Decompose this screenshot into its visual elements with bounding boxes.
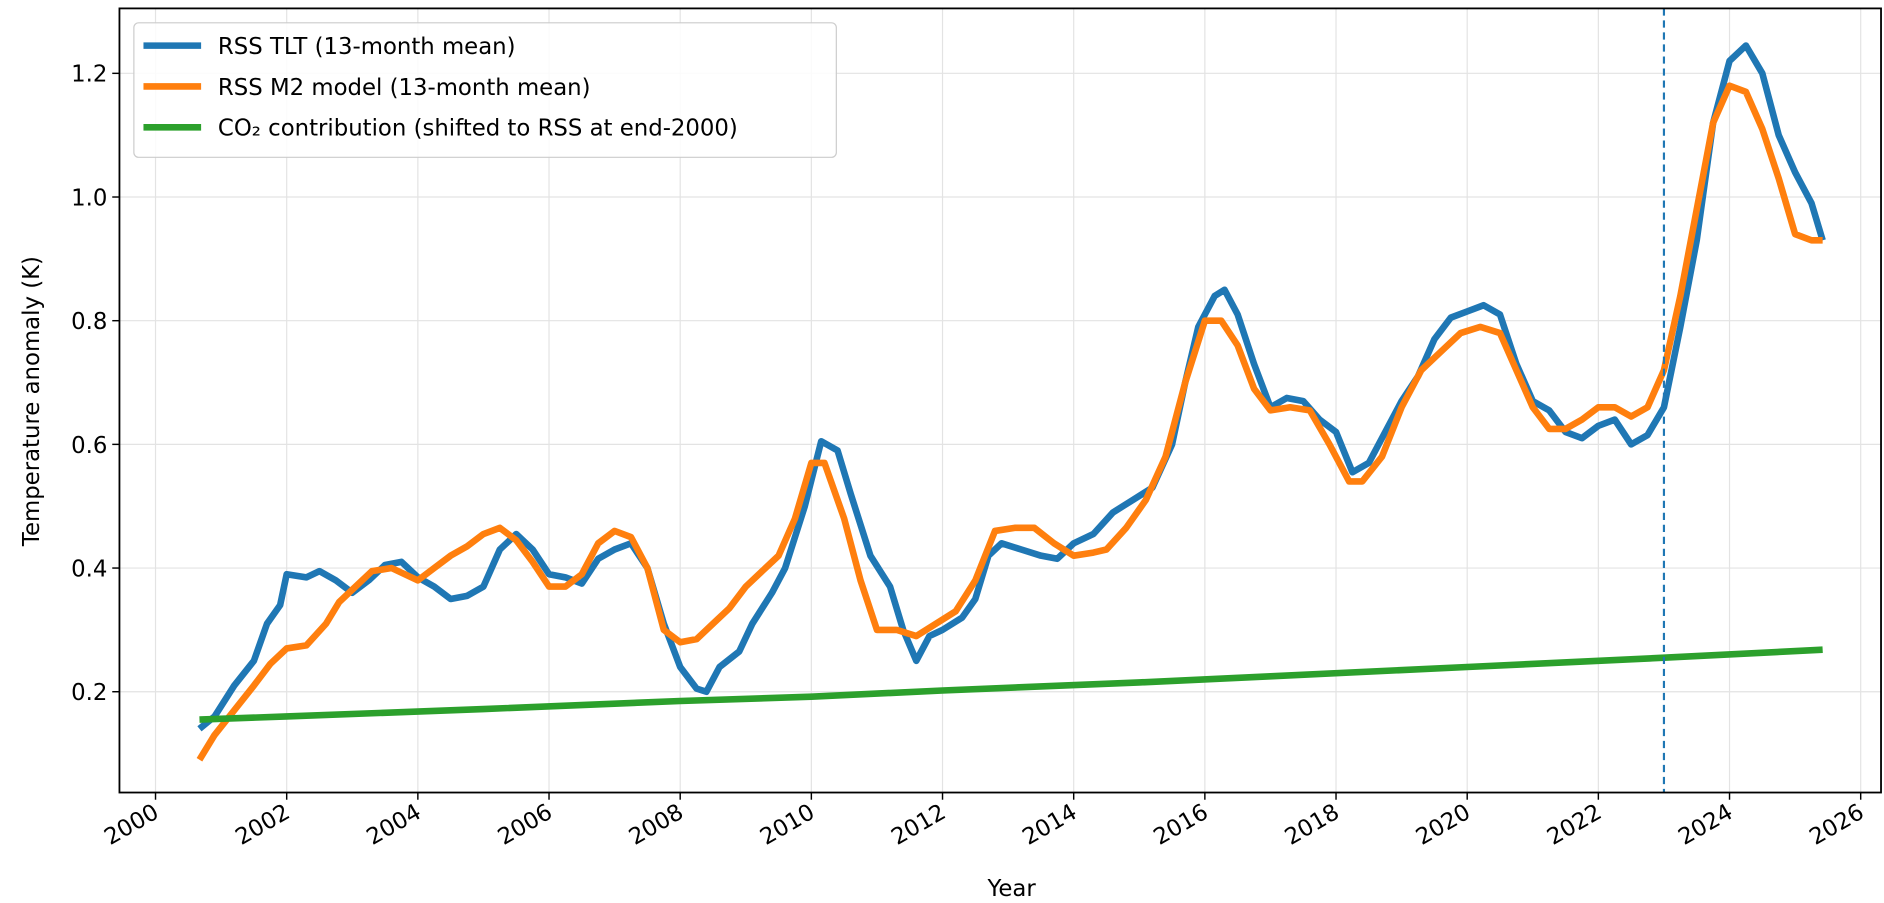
- legend-label: RSS TLT (13-month mean): [218, 34, 516, 60]
- y-tick-label: 0.6: [71, 433, 107, 459]
- x-tick-label: 2024: [1674, 799, 1737, 851]
- y-tick-label: 0.2: [71, 680, 107, 706]
- plot-frame: [118, 7, 1882, 794]
- series-line: [197, 42, 1826, 732]
- x-tick-label: 2000: [100, 799, 163, 851]
- series-line: [196, 82, 1823, 762]
- x-tick-label: 2026: [1805, 799, 1868, 851]
- x-tick-label: 2012: [887, 799, 950, 851]
- y-tick-label: 1.0: [71, 185, 107, 211]
- x-tick-label: 2016: [1149, 799, 1212, 851]
- legend-label: CO₂ contribution (shifted to RSS at end-…: [218, 116, 738, 142]
- legend-box: [133, 22, 837, 158]
- x-tick-label: 2014: [1018, 799, 1081, 851]
- y-tick-label: 1.2: [71, 62, 107, 88]
- x-tick-label: 2006: [494, 799, 557, 851]
- x-tick-label: 2010: [756, 799, 819, 851]
- x-tick-label: 2018: [1281, 799, 1344, 851]
- x-tick-label: 2008: [625, 799, 688, 851]
- x-tick-label: 2002: [231, 799, 294, 851]
- y-tick-label: 0.4: [71, 556, 107, 582]
- x-axis-label: Year: [987, 876, 1037, 902]
- y-axis-label: Temperature anomaly (K): [19, 256, 45, 547]
- y-tick-label: 0.8: [71, 309, 107, 335]
- x-tick-label: 2020: [1412, 799, 1475, 851]
- x-tick-label: 2022: [1543, 799, 1606, 851]
- series-line: [199, 646, 1823, 723]
- legend-label: RSS M2 model (13-month mean): [218, 75, 591, 101]
- x-tick-label: 2004: [362, 799, 425, 851]
